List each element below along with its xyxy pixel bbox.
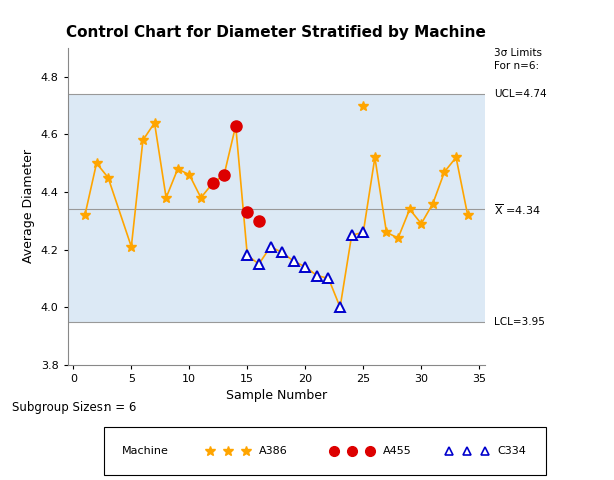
Y-axis label: Average Diameter: Average Diameter xyxy=(22,149,35,264)
Text: A455: A455 xyxy=(383,446,411,456)
Text: LCL=3.95: LCL=3.95 xyxy=(494,317,545,326)
Title: Control Chart for Diameter Stratified by Machine: Control Chart for Diameter Stratified by… xyxy=(66,25,486,40)
Text: Machine: Machine xyxy=(122,446,169,456)
Text: n = 6: n = 6 xyxy=(104,401,137,414)
Text: 3σ Limits
For n=6:: 3σ Limits For n=6: xyxy=(494,48,542,71)
Text: $\overline{\rm X}$ =4.34: $\overline{\rm X}$ =4.34 xyxy=(494,202,541,216)
Text: C334: C334 xyxy=(498,446,527,456)
Bar xyxy=(68,94,485,322)
Text: A386: A386 xyxy=(259,446,288,456)
Text: Subgroup Sizes:: Subgroup Sizes: xyxy=(12,401,107,414)
Text: UCL=4.74: UCL=4.74 xyxy=(494,89,547,99)
X-axis label: Sample Number: Sample Number xyxy=(226,389,327,402)
